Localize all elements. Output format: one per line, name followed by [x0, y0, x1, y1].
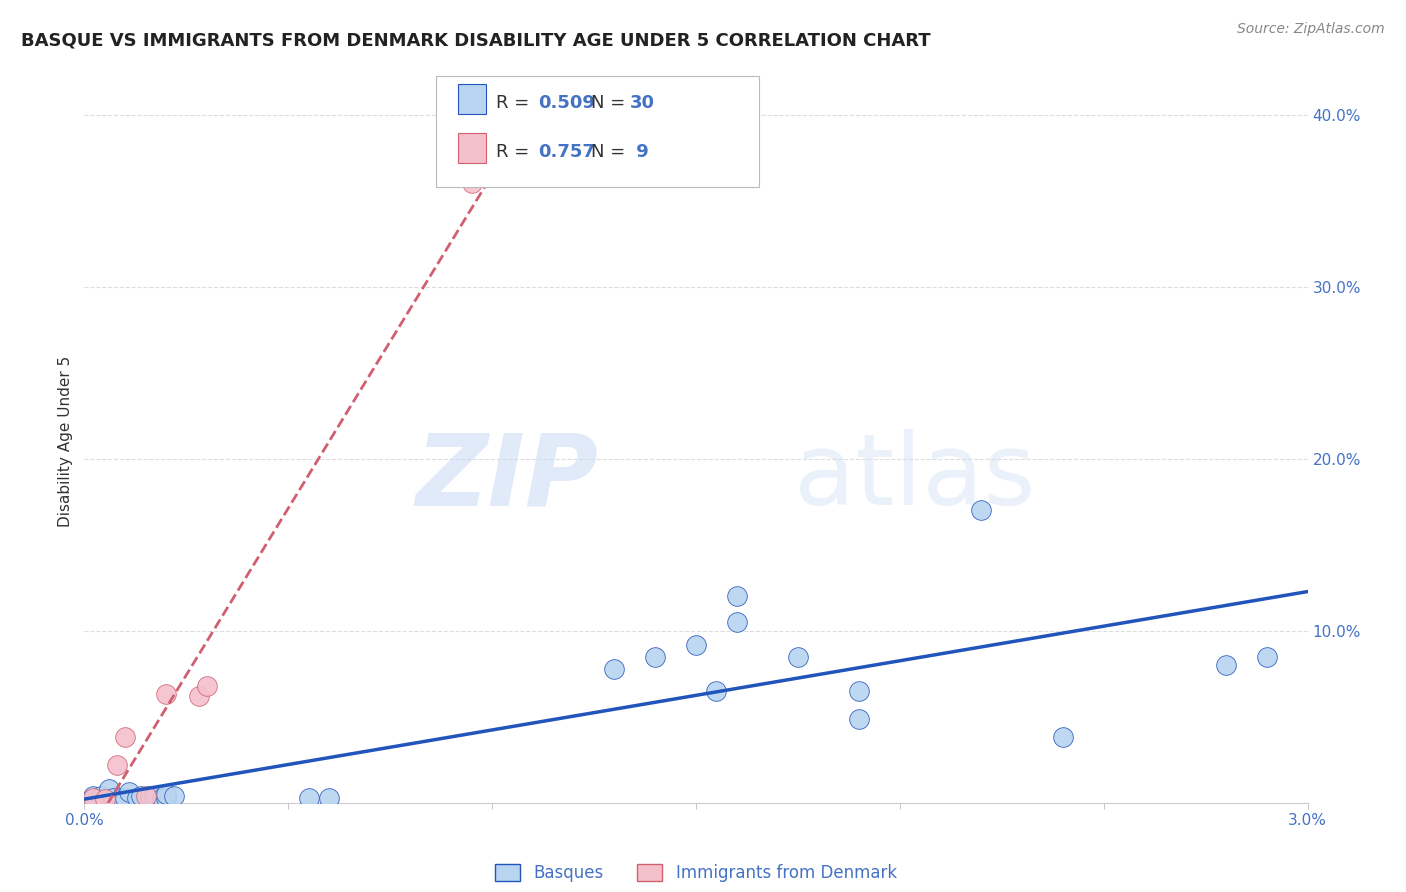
- Point: [110, 790, 132, 805]
- Point: [644, 649, 666, 664]
- Point: [1215, 658, 1237, 673]
- Point: [135, 789, 157, 803]
- Point: [101, 790, 124, 805]
- Point: [105, 758, 128, 772]
- Point: [725, 590, 748, 604]
- Point: [685, 638, 707, 652]
- Point: [155, 790, 177, 805]
- Point: [461, 177, 484, 191]
- Text: R =: R =: [496, 94, 536, 112]
- Point: [82, 790, 104, 805]
- Text: 0.757: 0.757: [538, 143, 595, 161]
- Point: [118, 785, 141, 799]
- Point: [82, 789, 104, 803]
- Point: [787, 649, 810, 664]
- Point: [90, 789, 112, 803]
- Point: [848, 712, 870, 726]
- Point: [93, 792, 117, 806]
- Point: [706, 684, 728, 698]
- Point: [970, 503, 993, 517]
- Point: [318, 790, 340, 805]
- Text: 0.509: 0.509: [538, 94, 595, 112]
- Text: atlas: atlas: [794, 429, 1035, 526]
- Text: 30: 30: [630, 94, 655, 112]
- Point: [1256, 649, 1278, 664]
- Point: [163, 789, 186, 803]
- Point: [298, 790, 321, 805]
- Text: R =: R =: [496, 143, 536, 161]
- Text: Source: ZipAtlas.com: Source: ZipAtlas.com: [1237, 22, 1385, 37]
- Point: [1052, 731, 1074, 745]
- Text: 9: 9: [630, 143, 648, 161]
- Legend: Basques, Immigrants from Denmark: Basques, Immigrants from Denmark: [489, 857, 903, 888]
- Point: [848, 684, 870, 698]
- Point: [195, 679, 218, 693]
- Point: [138, 789, 160, 803]
- Point: [150, 790, 173, 805]
- Point: [603, 662, 626, 676]
- Point: [155, 687, 177, 701]
- Point: [97, 782, 120, 797]
- Point: [142, 789, 165, 803]
- Text: BASQUE VS IMMIGRANTS FROM DENMARK DISABILITY AGE UNDER 5 CORRELATION CHART: BASQUE VS IMMIGRANTS FROM DENMARK DISABI…: [21, 31, 931, 49]
- Text: N =: N =: [591, 143, 630, 161]
- Point: [127, 790, 149, 805]
- Point: [187, 689, 209, 703]
- Y-axis label: Disability Age Under 5: Disability Age Under 5: [58, 356, 73, 527]
- Point: [155, 787, 177, 801]
- Point: [131, 789, 153, 803]
- Point: [114, 790, 136, 805]
- Point: [725, 615, 748, 630]
- Text: ZIP: ZIP: [415, 429, 598, 526]
- Text: N =: N =: [591, 94, 630, 112]
- Point: [114, 731, 136, 745]
